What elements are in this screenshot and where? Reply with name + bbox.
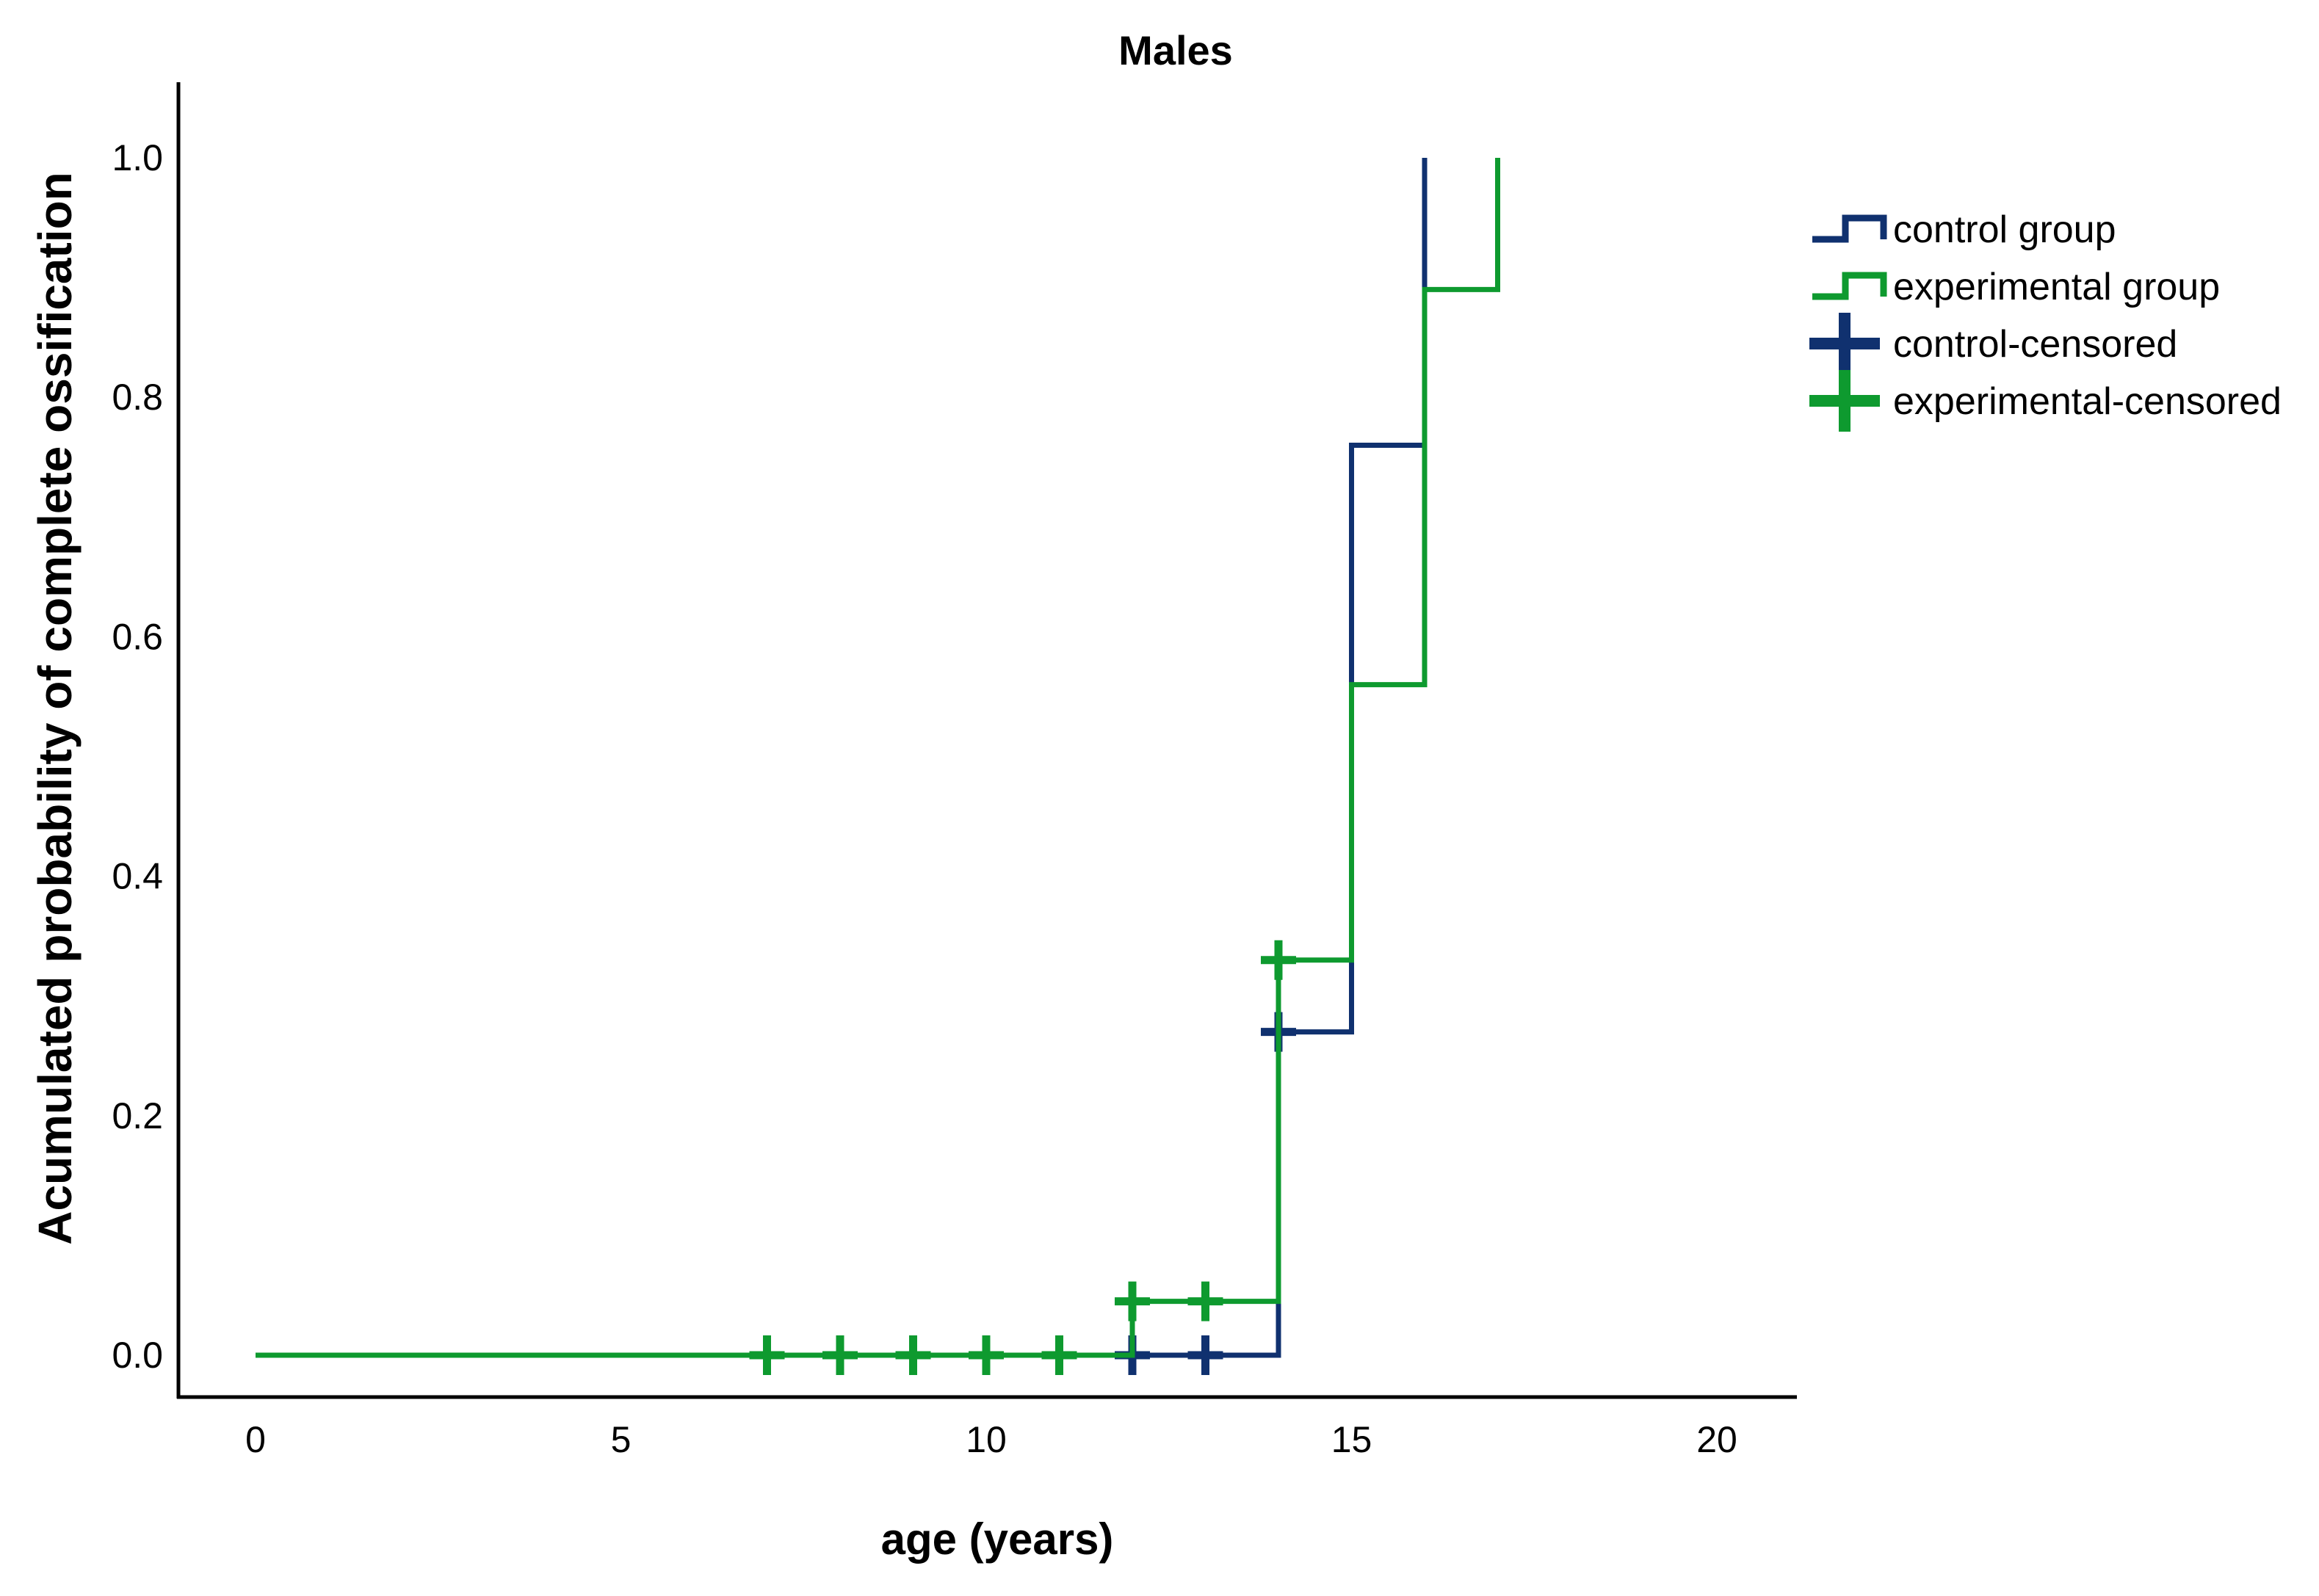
legend-swatch-experimental-group-step-icon [1812,272,1887,300]
y-tick-label: 0.4 [112,856,163,897]
chart-title: Males [1118,27,1233,73]
legend-swatch-control-censored-plus-icon [1809,313,1880,374]
axes [176,82,1797,1399]
legend-label-experimental-censored: experimental-censored [1893,380,2282,423]
control-series-line [256,158,1428,1358]
series-curves [256,158,1500,1375]
x-axis-label: age (years) [880,1515,1114,1564]
x-tick-label: 0 [245,1419,266,1460]
y-tick-label: 0.8 [112,377,163,418]
y-tick-label: 1.0 [112,137,163,178]
legend-label-control-censored: control-censored [1893,323,2177,366]
y-tick-label: 0.6 [112,616,163,657]
x-tick-label: 15 [1331,1419,1372,1460]
tick-labels: 0.0 0.2 0.4 0.6 0.8 1.0 0 5 10 15 20 [112,137,1737,1460]
experimental-censored-markers [749,940,1296,1375]
legend-label-control-group: control group [1893,208,2116,251]
legend-label-experimental-group: experimental group [1893,266,2220,308]
legend-swatch-control-group-step-icon [1812,214,1887,243]
y-tick-label: 0.2 [112,1095,163,1136]
legend: control group experimental group control… [1809,208,2282,432]
x-tick-label: 5 [611,1419,632,1460]
legend-swatch-experimental-censored-plus-icon [1809,370,1880,432]
x-tick-label: 10 [966,1419,1007,1460]
experimental-series-line [256,158,1500,1358]
y-tick-label: 0.0 [112,1335,163,1376]
x-tick-label: 20 [1696,1419,1737,1460]
